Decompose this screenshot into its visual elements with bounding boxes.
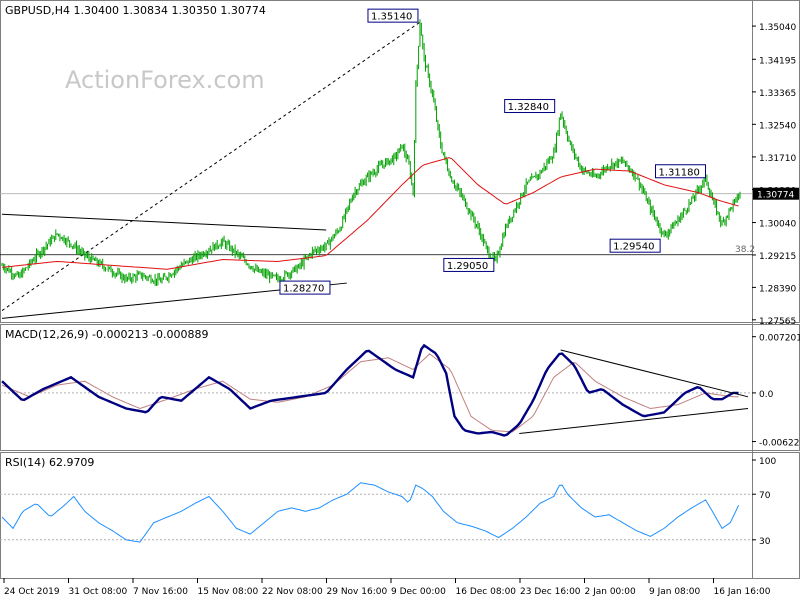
price-annotation-label: 1.35140 [371,12,412,23]
price-annotation-box [367,8,419,23]
x-tick-label: 23 Dec 16:00 [520,587,581,597]
price-y-tick-label: 1.29215 [759,252,796,262]
macd-y-tick-label: 0.0 [759,390,774,400]
price-annotation-label: 1.32840 [508,102,549,113]
macd-main-line [1,343,739,437]
price-annotation-box [443,257,495,272]
macd-trendline-0 [560,349,749,398]
price-y-tick-label: 1.31710 [759,154,796,164]
x-tick-label: 24 Oct 2019 [4,587,60,597]
price-annotation-label: 1.28270 [283,284,324,295]
x-tick-label: 2 Jan 00:00 [585,587,637,597]
moving-average-line [1,157,739,270]
x-tick-label: 15 Nov 08:00 [198,587,259,597]
price-annotation-box [279,280,331,295]
price-y-tick-label: 1.34195 [759,56,796,66]
price-plot: 38.2 1.35140 1.32840 1.31180 1.29540 1.29050 1… [0,8,755,319]
price-y-tick-label: 1.35040 [759,23,796,33]
rsi-header: RSI(14) 62.9709 [5,456,94,469]
x-tick-label: 9 Jan 08:00 [649,587,701,597]
price-y-tick-label: 1.30040 [759,220,796,230]
rsi-line [1,482,740,543]
price-annotation-label: 1.31180 [659,167,700,178]
price-annotation-label: 1.29540 [613,242,654,253]
price-annotation-box [609,238,661,253]
rsi-plot [0,482,752,543]
price-annotation-box [655,164,707,179]
price-y-tick-label: 1.32540 [759,121,796,131]
price-y-tick-label: 1.28390 [759,284,796,294]
x-tick-label: 9 Dec 00:00 [391,587,446,597]
rsi-y-tick-label: 70 [759,491,771,501]
rsi-y-tick-label: 30 [759,537,771,547]
current-price-box [753,187,799,200]
price-y-tick-label: 1.33365 [759,89,796,99]
price-y-tick-label: 1.27565 [759,317,796,327]
rsi-y-tick-label: 100 [759,457,776,467]
macd-trendline-1 [519,408,749,435]
macd-plot [0,343,752,437]
price-trendline-1 [1,213,327,231]
rsi-pane-frame [0,452,800,579]
x-tick-label: 7 Nov 16:00 [133,587,188,597]
x-tick-label: 16 Dec 08:00 [456,587,517,597]
macd-header: MACD(12,26,9) -0.000213 -0.000889 [5,328,208,341]
watermark: ActionForex.com [65,66,265,94]
x-tick-label: 29 Nov 16:00 [327,587,388,597]
price-pane-frame [0,0,800,323]
current-price-label: 1.30774 [757,191,794,201]
macd-y-tick-label: -0.006229 [759,439,800,449]
axes: 1.350401.341951.333651.325401.317101.308… [3,23,800,597]
macd-y-tick-label: 0.007201 [759,334,800,344]
symbol-header: GBPUSD,H4 1.30400 1.30834 1.30350 1.3077… [5,4,266,17]
macd-pane-frame [0,324,800,451]
price-annotation-box [504,99,556,114]
macd-signal-line [1,353,739,433]
x-tick-label: 16 Jan 16:00 [714,587,771,597]
x-tick-label: 31 Oct 08:00 [69,587,128,597]
x-tick-label: 22 Nov 08:00 [262,587,323,597]
fib-level-label: 38.2 [735,245,755,255]
price-annotation-label: 1.29050 [447,261,488,272]
